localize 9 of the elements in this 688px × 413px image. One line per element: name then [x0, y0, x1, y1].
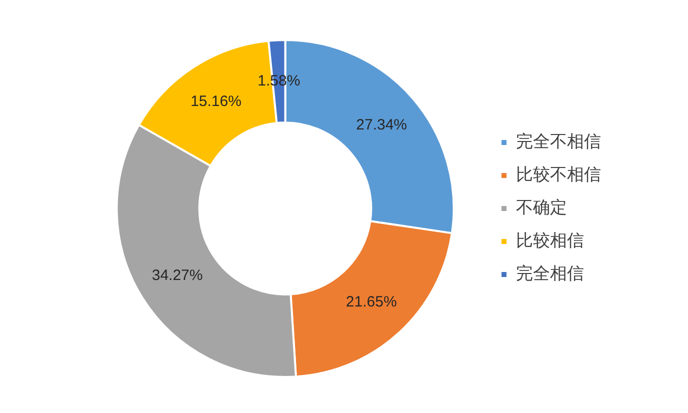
legend-label: 不确定	[516, 198, 567, 218]
legend-label: 比较相信	[516, 231, 584, 250]
legend-label: 完全不相信	[516, 132, 601, 152]
data-label: 34.27%	[152, 266, 203, 284]
legend-label: 比较不相信	[516, 165, 601, 184]
data-label: 27.34%	[356, 116, 408, 134]
data-label: 15.16%	[190, 92, 242, 110]
legend-label: 完全相信	[516, 264, 584, 284]
data-label: 21.65%	[346, 293, 397, 310]
